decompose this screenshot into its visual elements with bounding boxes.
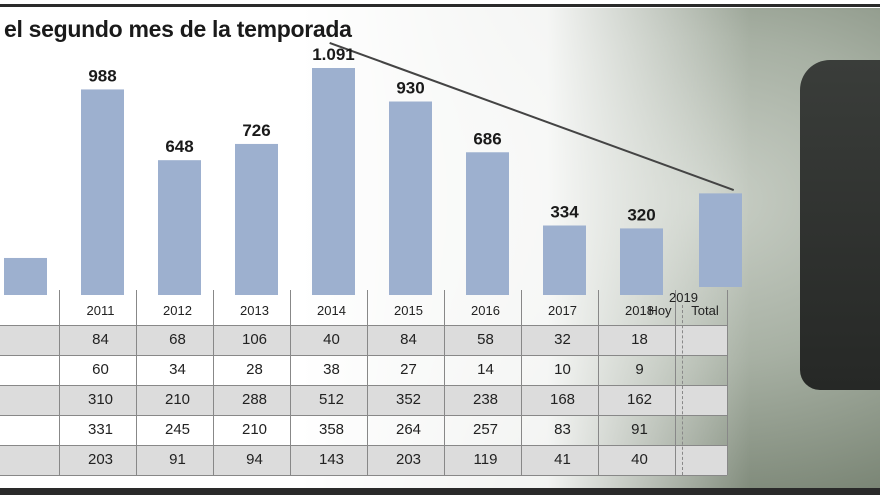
year-header-2019: 2019 [669,290,698,305]
table-cell: 162 [626,391,653,408]
table-cell: 83 [554,421,571,438]
table-cell: 58 [477,331,494,348]
column-divider [213,290,214,475]
bar-label: 726 [242,121,270,140]
bottom-rule [0,488,880,495]
bar-label: 648 [165,137,193,156]
column-divider [444,290,445,475]
table-cell: 40 [631,451,648,468]
top-rule [0,4,880,7]
year-header: 2015 [394,303,423,318]
column-divider [521,290,522,475]
total-header: Total [691,303,719,318]
table-cell: 238 [472,391,499,408]
fisherman-figure [800,60,880,390]
table-cell: 331 [87,421,114,438]
dashed-divider [682,305,683,475]
bar-2010 [4,257,47,295]
table-cell: 18 [631,331,648,348]
bar-label: 930 [396,78,424,97]
bar-label: 320 [627,205,655,224]
column-divider [59,290,60,475]
row-divider [0,445,727,446]
year-header: 2018 [625,303,654,318]
year-header: 2011 [86,303,115,318]
year-header: 2014 [317,303,346,318]
bar-2013 [235,143,278,295]
table-row: 84 68 106 40 84 58 32 18 [0,325,727,355]
row-divider [0,415,727,416]
bar-label: 686 [473,129,501,148]
table-cell: 210 [164,391,191,408]
table-cell: 68 [169,331,186,348]
table-cell: 34 [169,361,186,378]
table-cell: 9 [635,361,644,378]
table-cell: 84 [92,331,109,348]
bar-2012 [158,160,201,295]
table-cell: 27 [400,361,417,378]
year-header: 2012 [163,303,192,318]
table-cell: 84 [400,331,417,348]
bar-2015 [389,101,432,295]
row-divider [0,355,727,356]
table-cell: 60 [92,361,109,378]
bar-2016 [466,152,509,295]
row-divider [0,385,727,386]
table-cell: 94 [246,451,263,468]
table-cell: 119 [473,451,498,468]
table-cell: 40 [323,331,340,348]
table-cell: 10 [554,361,571,378]
table-cell: 310 [87,391,114,408]
table-cell: 32 [554,331,571,348]
table-cell: 203 [87,451,114,468]
table-row: 310 210 288 512 352 238 168 162 [0,385,727,415]
table-cell: 264 [395,421,422,438]
bar-2017 [543,225,586,295]
bar-2018 [620,228,663,295]
column-divider [598,290,599,475]
bar-label: 988 [88,66,116,85]
table-row: 203 91 94 143 203 119 41 40 [0,445,727,475]
table-cell: 288 [241,391,268,408]
row-divider [0,325,727,326]
bar-2011 [81,89,124,296]
bar-2019 [699,193,742,287]
table-row: 331 245 210 358 264 257 83 91 [0,415,727,445]
table-cell: 143 [318,451,345,468]
table-cell: 28 [246,361,263,378]
table-cell: 245 [164,421,191,438]
chart-title: el segundo mes de la temporada [4,16,352,42]
table-row: 60 34 28 38 27 14 10 9 [0,355,727,385]
bar-2014 [312,68,355,295]
column-divider [727,290,728,475]
column-divider [290,290,291,475]
table-cell: 41 [554,451,571,468]
table-cell: 210 [241,421,268,438]
table-cell: 352 [395,391,422,408]
bar-label: 1.091 [312,45,355,64]
hoy-header: Hoy [648,303,672,318]
table-cell: 91 [169,451,186,468]
bar-chart: 988 648 726 1.091 930 686 334 320 [4,45,742,296]
row-divider [0,475,727,476]
table-cell: 106 [241,331,268,348]
year-header: 2013 [240,303,269,318]
table-cell: 14 [477,361,494,378]
table-cell: 168 [549,391,576,408]
year-header: 2017 [548,303,577,318]
table-cell: 38 [323,361,340,378]
column-divider [367,290,368,475]
table-cell: 512 [318,391,345,408]
table-cell: 358 [318,421,345,438]
table-cell: 91 [631,421,648,438]
table-cell: 257 [472,421,499,438]
year-header: 2016 [471,303,500,318]
bar-label: 334 [550,203,579,222]
column-divider [136,290,137,475]
table-cell: 203 [395,451,422,468]
column-divider [675,290,676,475]
